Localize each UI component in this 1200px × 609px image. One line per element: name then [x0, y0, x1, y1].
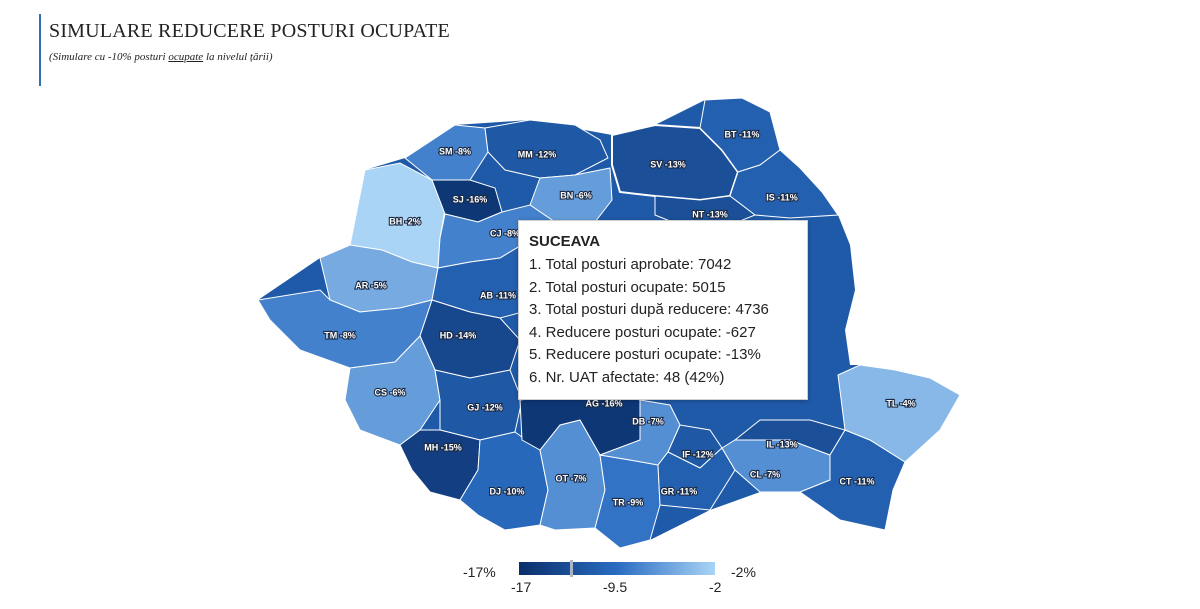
county-label-bh: BH -2%: [389, 216, 421, 226]
legend-tick-min: -17: [511, 579, 532, 595]
county-label-cs: CS -6%: [374, 387, 405, 397]
legend-max-label: -2%: [731, 564, 756, 580]
county-label-bn: BN -6%: [560, 190, 592, 200]
county-shape-mm[interactable]: [484, 119, 609, 179]
county-label-dj: DJ -10%: [489, 486, 524, 496]
county-label-is: IS -11%: [766, 192, 798, 202]
page-title: SIMULARE REDUCERE POSTURI OCUPATE: [49, 20, 450, 42]
county-shapes: [257, 97, 961, 549]
county-label-cl: CL -7%: [750, 469, 780, 479]
tooltip-line-after-reduction: 3. Total posturi după reducere: 4736: [529, 301, 769, 318]
county-tooltip: SUCEAVA 1. Total posturi aprobate: 7042 …: [518, 220, 808, 400]
county-label-tm: TM -8%: [324, 330, 356, 340]
legend-tick-mid: -9.5: [603, 579, 628, 595]
legend-min-label: -17%: [463, 564, 496, 580]
county-label-gj: GJ -12%: [467, 402, 503, 412]
county-label-il: IL -13%: [766, 439, 797, 449]
county-label-mm: MM -12%: [518, 149, 557, 159]
tooltip-line-approved: 1. Total posturi aprobate: 7042: [529, 256, 732, 273]
subtitle-text-start: (Simulare cu -10% posturi: [49, 51, 169, 63]
county-label-sm: SM -8%: [439, 146, 471, 156]
county-label-ct: CT -11%: [839, 476, 874, 486]
legend-tick-max: -2: [709, 579, 722, 595]
county-label-tl: TL -4%: [886, 398, 915, 408]
county-label-cj: CJ -8%: [490, 228, 520, 238]
tooltip-line-uat-affected: 6. Nr. UAT afectate: 48 (42%): [529, 368, 725, 386]
tooltip-line-occupied: 2. Total posturi ocupate: 5015: [529, 278, 726, 296]
county-label-mh: MH -15%: [424, 442, 462, 452]
tooltip-line-reduction-percent: 5. Reducere posturi ocupate: -13%: [529, 346, 761, 363]
county-label-sv: SV -13%: [650, 159, 686, 169]
county-shape-tl[interactable]: [837, 364, 961, 463]
county-label-sj: SJ -16%: [453, 194, 488, 204]
legend-gradient-bar: [519, 562, 715, 575]
county-label-ag: AG -16%: [585, 398, 622, 408]
color-legend: -17% -2% -17 -9.5 -2: [455, 558, 775, 603]
county-label-nt: NT -13%: [692, 209, 728, 219]
tooltip-line-reduction-count: 4. Reducere posturi ocupate: -627: [529, 323, 756, 341]
chart-header: SIMULARE REDUCERE POSTURI OCUPATE (Simul…: [39, 14, 450, 86]
county-labels: BH -2% SM -8% MM -12% SJ -16% BN -6% SV -13% B…: [323, 128, 917, 508]
county-label-tr: TR -9%: [613, 497, 644, 507]
county-label-db: DB -7%: [632, 416, 664, 426]
county-label-hd: HD -14%: [440, 330, 477, 340]
county-label-gr: GR -11%: [661, 486, 698, 496]
subtitle-text-end: la nivelul țării): [203, 51, 273, 63]
county-shape-cs[interactable]: [344, 335, 441, 446]
subtitle-underlined-word: ocupate: [168, 51, 204, 63]
page-subtitle: (Simulare cu -10% posturi ocupate la niv…: [49, 51, 450, 63]
county-label-ot: OT -7%: [555, 473, 586, 483]
tooltip-county-name: SUCEAVA: [529, 233, 601, 250]
county-label-if: IF -12%: [682, 449, 714, 459]
county-label-bt: BT -11%: [724, 129, 759, 139]
county-label-ar: AR -5%: [355, 280, 387, 290]
legend-selected-marker: [570, 560, 574, 577]
county-label-ab: AB -11%: [480, 290, 516, 300]
